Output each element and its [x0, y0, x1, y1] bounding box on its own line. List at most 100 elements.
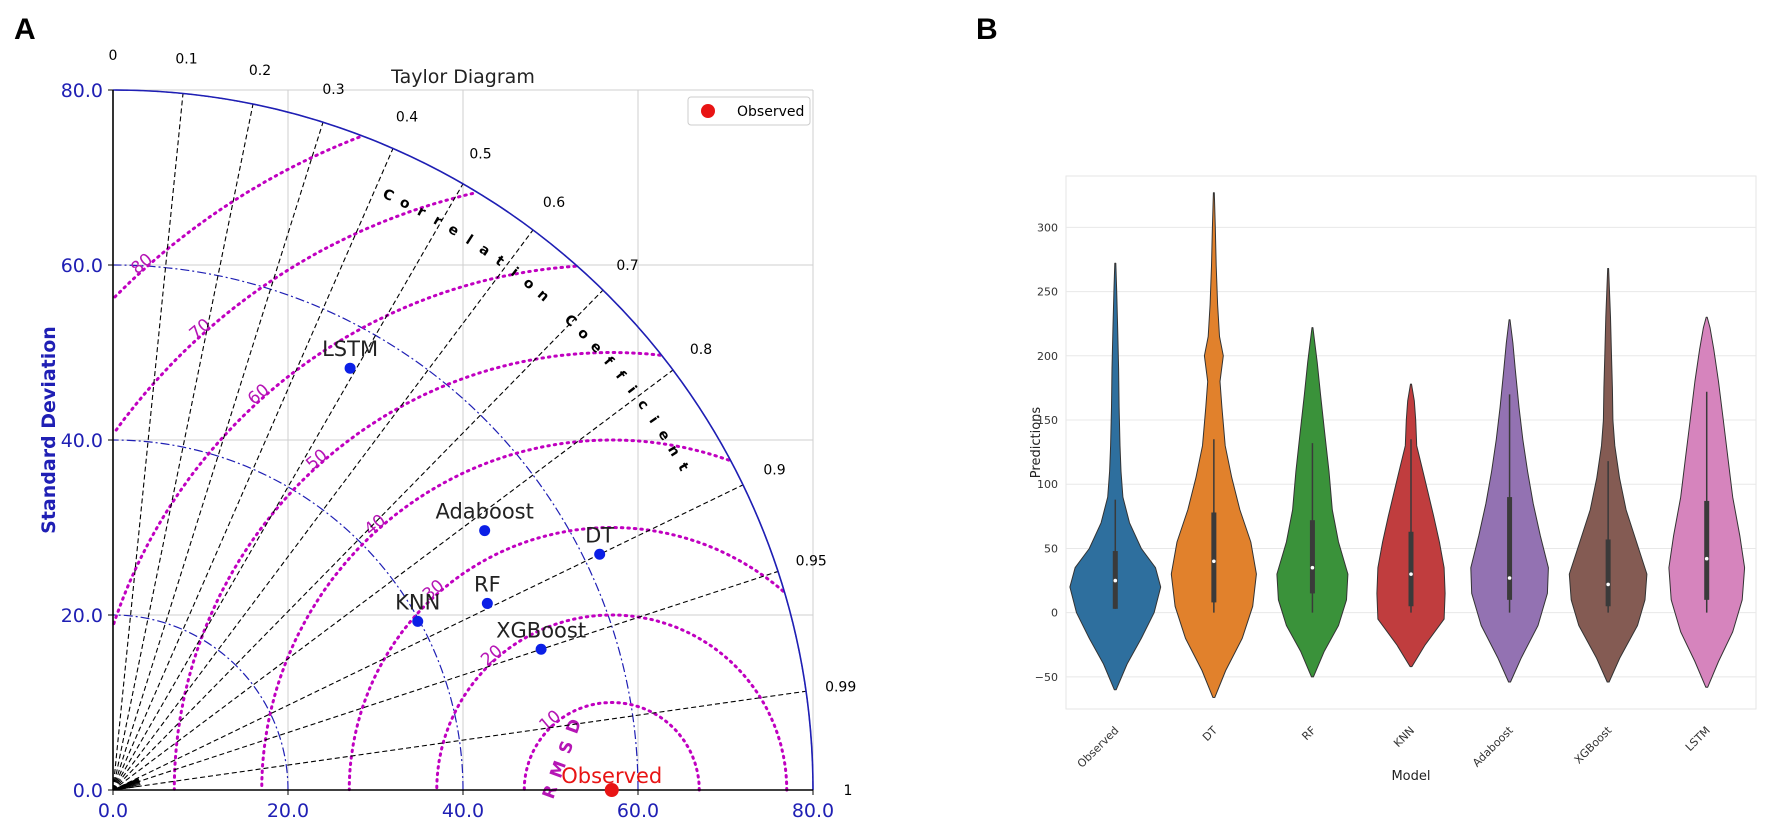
rmsd-contour: [112, 264, 577, 626]
iqr-box-knn: [1408, 531, 1414, 607]
corr-line: [112, 183, 464, 791]
x-tick-label-knn: KNN: [1391, 724, 1417, 750]
corr-tick-label: 0.6: [543, 195, 565, 211]
corr-line: [112, 484, 744, 791]
std-arc: [112, 264, 639, 791]
x-tick-label: 60.0: [617, 800, 659, 822]
legend-observed-marker: [701, 104, 715, 118]
median-knn: [1409, 572, 1413, 576]
corr-line: [112, 229, 534, 791]
y-tick-label: −50: [1035, 671, 1058, 684]
legend-observed-label: Observed: [737, 104, 804, 120]
corr-axis-letter: l: [463, 232, 476, 248]
y-tick-label: 0: [1051, 607, 1058, 620]
rmsd-label: 50: [302, 445, 331, 474]
corr-line: [112, 690, 807, 791]
y-tick-label: 200: [1037, 350, 1058, 363]
taylor-correlation-lines: 0 0.1 0.2 0.3 0.4 0.5 0.6 0.7 0.8 0.9 0.95 0.99 1 C o r…: [109, 48, 857, 799]
point-label-dt: DT: [585, 523, 614, 547]
std-arc: [112, 439, 464, 791]
corr-axis-letter: n: [534, 287, 552, 306]
outer-arc: [112, 89, 814, 791]
point-adaboost: [479, 525, 491, 537]
x-tick-label: 80.0: [792, 800, 834, 822]
corr-tick-label: 0.95: [796, 553, 827, 569]
point-label-adaboost: Adaboost: [435, 500, 533, 524]
median-dt: [1212, 559, 1216, 564]
x-tick-label-rf: RF: [1299, 724, 1318, 743]
taylor-legend: Observed: [687, 96, 811, 126]
point-observed: [604, 783, 619, 797]
corr-axis-letter: a: [476, 241, 493, 260]
panel-b-label: B: [976, 13, 998, 46]
corr-axis-letter: r: [414, 203, 428, 220]
x-tick-label: 0.0: [98, 800, 128, 822]
corr-axis-letter: o: [520, 275, 538, 294]
corr-tick-label: 0.3: [322, 82, 344, 98]
y-tick-label: 0.0: [73, 780, 103, 802]
corr-line: [112, 93, 184, 791]
point-label-rf: RF: [474, 572, 501, 596]
median-lstm: [1704, 556, 1709, 561]
y-tick-label: 150: [1037, 414, 1058, 427]
corr-axis-letter: e: [654, 427, 673, 444]
taylor-grid: [113, 89, 814, 790]
violin-xlabel: Model: [1391, 769, 1430, 784]
point-rf: [481, 597, 493, 609]
point-label-lstm: LSTM: [322, 337, 378, 361]
corr-tick-label: 0.9: [763, 463, 785, 479]
y-tick-label: 40.0: [61, 430, 103, 452]
corr-line: [112, 122, 324, 791]
rmsd-label: 80: [127, 250, 156, 279]
corr-axis-letter: c: [634, 397, 652, 413]
taylor-axes: 0.00.0 20.0 20.0 40.0 40.0 60.0 60.0 80.0 80.0: [61, 80, 834, 822]
corr-line: [112, 148, 394, 791]
y-tick-label: 300: [1037, 221, 1058, 234]
rmsd-label: 20: [477, 641, 506, 670]
y-tick-label: 80.0: [61, 80, 103, 102]
rmsd-contour: [347, 526, 785, 792]
legend-box: [687, 96, 811, 126]
rmsd-contour: [172, 351, 662, 791]
corr-tick-label: 0.5: [469, 146, 491, 162]
taylor-points: LSTM Adaboost DT RF KNN XGBoost Observed: [322, 337, 662, 797]
y-tick-label: 100: [1037, 478, 1058, 491]
std-arc: [112, 614, 289, 791]
violin-ylabel: Predictions: [1029, 407, 1044, 479]
corr-axis-letter: C: [380, 186, 396, 205]
iqr-box-xgboost: [1605, 539, 1611, 607]
taylor-title: Taylor Diagram: [390, 66, 535, 88]
iqr-box-dt: [1211, 512, 1217, 603]
point-xgboost: [535, 643, 547, 655]
corr-axis-letter: r: [430, 212, 444, 229]
corr-line: [112, 369, 674, 791]
x-tick-label-xgboost: XGBoost: [1572, 723, 1615, 766]
point-label-xgboost: XGBoost: [496, 618, 586, 642]
rmsd-contour: [435, 613, 789, 792]
point-label-knn: KNN: [395, 590, 440, 614]
iqr-box-rf: [1309, 520, 1315, 594]
median-adaboost: [1507, 576, 1512, 580]
y-tick-label: 20.0: [61, 605, 103, 627]
rmsd-label: 70: [186, 315, 215, 344]
corr-tick-label: 0.7: [616, 258, 638, 274]
iqr-box-adaboost: [1507, 497, 1513, 600]
corr-tick-label: 1: [844, 783, 853, 799]
median-rf: [1310, 565, 1315, 570]
violin-plot-area: −50 0 50 100 150 200 250 300 Observed DT RF KNN Adab…: [1035, 175, 1757, 771]
x-tick-label-dt: DT: [1200, 724, 1220, 744]
rmsd-label: 10: [536, 706, 565, 735]
corr-tick-label: 0.99: [825, 679, 856, 695]
corr-tick-label: 0.1: [175, 52, 197, 68]
corr-axis-letter: i: [624, 383, 640, 397]
median-observed: [1113, 578, 1118, 583]
x-tick-label-observed: Observed: [1075, 724, 1122, 771]
iqr-box-lstm: [1704, 500, 1710, 600]
point-lstm: [344, 362, 356, 374]
y-tick-label: 250: [1037, 286, 1058, 299]
rmsd-label: 60: [244, 380, 273, 409]
corr-axis-letter: i: [645, 413, 661, 426]
y-tick-label: 50: [1044, 542, 1058, 555]
point-knn: [412, 615, 424, 627]
